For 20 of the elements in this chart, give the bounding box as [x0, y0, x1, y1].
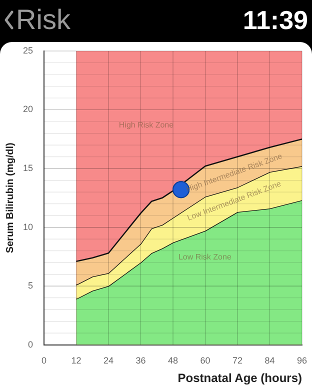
series-label: Low Risk Zone	[178, 252, 232, 262]
x-tick-label: 36	[136, 356, 146, 366]
x-tick-label: 96	[296, 356, 308, 366]
x-tick-label: 72	[232, 356, 243, 366]
chart-title: Risk	[16, 4, 70, 36]
x-tick-label: 60	[200, 356, 210, 366]
x-tick-label: 84	[264, 356, 275, 366]
y-tick-label: 10	[22, 222, 34, 232]
x-axis-title: Postnatal Age (hours)	[178, 371, 302, 386]
x-tick-label: 0	[42, 356, 47, 366]
y-axis-title: Serum Bilirubin (mg/dl)	[4, 142, 16, 254]
x-tick-label: 24	[104, 356, 114, 366]
y-tick-label: 20	[22, 104, 34, 114]
y-tick-label: 15	[22, 163, 34, 174]
y-tick-label: 25	[22, 45, 34, 56]
text: 11:39	[242, 4, 308, 36]
x-tick-label: 48	[168, 356, 178, 366]
y-tick-label: 0	[28, 339, 34, 350]
x-tick-label: 12	[71, 356, 82, 366]
y-tick-label: 5	[28, 280, 34, 291]
